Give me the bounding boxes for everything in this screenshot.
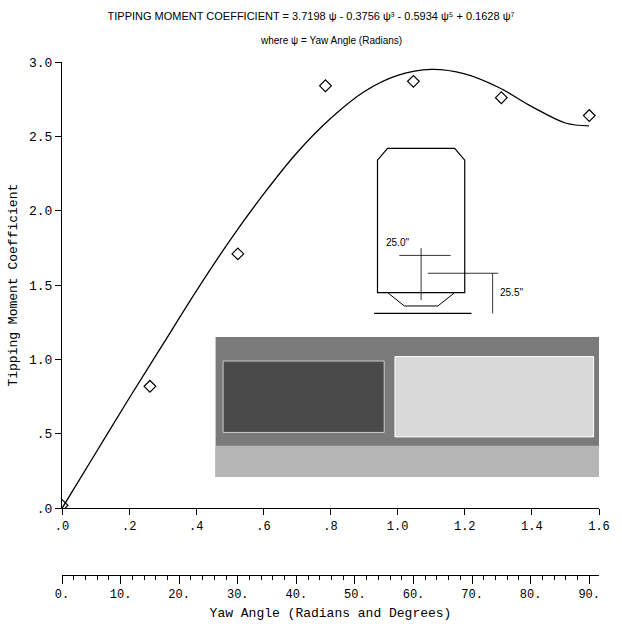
- svg-text:where ψ = Yaw Angle (Radians): where ψ = Yaw Angle (Radians): [260, 35, 402, 46]
- svg-text:.0: .0: [37, 502, 53, 517]
- svg-text:1.0: 1.0: [29, 353, 52, 368]
- svg-text:.6: .6: [256, 520, 270, 534]
- svg-text:70.: 70.: [461, 588, 483, 602]
- svg-text:Yaw Angle (Radians and Degrees: Yaw Angle (Radians and Degrees): [210, 606, 452, 621]
- svg-text:1.6: 1.6: [588, 520, 610, 534]
- svg-text:2.0: 2.0: [29, 204, 52, 219]
- svg-text:30.: 30.: [227, 588, 249, 602]
- svg-text:90.: 90.: [578, 588, 600, 602]
- svg-text:25.0": 25.0": [386, 237, 409, 248]
- svg-text:.2: .2: [122, 520, 136, 534]
- svg-text:.0: .0: [55, 520, 69, 534]
- svg-text:10.: 10.: [110, 588, 132, 602]
- svg-text:50.: 50.: [344, 588, 366, 602]
- svg-text:1.5: 1.5: [29, 279, 52, 294]
- svg-text:.4: .4: [189, 520, 203, 534]
- svg-text:40.: 40.: [286, 588, 308, 602]
- svg-text:1.4: 1.4: [521, 520, 543, 534]
- svg-text:20.: 20.: [168, 588, 190, 602]
- svg-text:TIPPING MOMENT COEFFICIENT = 3: TIPPING MOMENT COEFFICIENT = 3.7198 ψ - …: [108, 10, 515, 22]
- svg-text:2.5: 2.5: [29, 130, 52, 145]
- svg-text:Tipping Moment Coefficient: Tipping Moment Coefficient: [6, 184, 21, 387]
- svg-text:25.5": 25.5": [500, 287, 523, 298]
- svg-text:3.0: 3.0: [29, 56, 52, 71]
- svg-text:1.0: 1.0: [387, 520, 409, 534]
- svg-text:80.: 80.: [520, 588, 542, 602]
- svg-text:1.2: 1.2: [454, 520, 476, 534]
- svg-text:.5: .5: [37, 427, 53, 442]
- svg-text:60.: 60.: [403, 588, 425, 602]
- svg-text:.8: .8: [323, 520, 337, 534]
- svg-text:0.: 0.: [55, 588, 69, 602]
